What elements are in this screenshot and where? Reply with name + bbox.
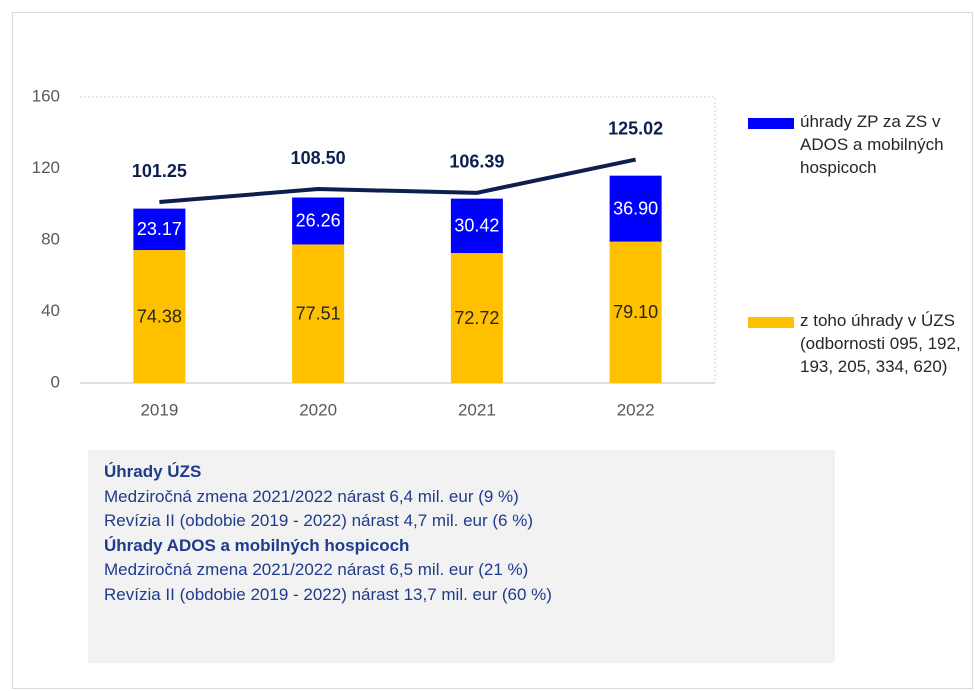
legend-swatch xyxy=(748,317,794,328)
x-tick-label: 2022 xyxy=(617,400,655,419)
line-label: 125.02 xyxy=(608,118,663,138)
line-label: 108.50 xyxy=(291,148,346,168)
bar-label: 77.51 xyxy=(296,303,341,323)
note-heading: Úhrady ÚZS xyxy=(104,462,202,481)
line-label: 101.25 xyxy=(132,161,187,181)
y-tick-label: 120 xyxy=(32,158,60,177)
note-heading: Úhrady ADOS a mobilných hospicoch xyxy=(104,535,410,555)
bar-label: 26.26 xyxy=(296,211,341,231)
bar-segment xyxy=(609,241,662,383)
bar-label: 74.38 xyxy=(137,306,182,326)
note-line: Medziročná zmena 2021/2022 nárast 6,4 mi… xyxy=(104,486,519,506)
y-tick-label: 160 xyxy=(32,86,60,105)
bar-label: 30.42 xyxy=(454,216,499,236)
bar-label: 72.72 xyxy=(454,308,499,328)
plot-frame xyxy=(80,96,716,383)
y-tick-label: 80 xyxy=(41,229,60,248)
bar-label: 36.90 xyxy=(613,198,658,218)
x-tick-label: 2021 xyxy=(458,400,496,419)
line-label: 106.39 xyxy=(449,152,504,172)
x-tick-label: 2020 xyxy=(299,400,337,419)
line xyxy=(159,157,637,205)
bar-segment xyxy=(292,197,345,245)
frame xyxy=(12,12,973,689)
bar-segment xyxy=(450,198,503,254)
note-box: Úhrady ÚZS Medziročná zmena 2021/2022 nár… xyxy=(88,450,835,663)
legend-label: úhrady ZP za ZS v ADOS a mobilných hospi… xyxy=(800,112,944,177)
bar-label: 79.10 xyxy=(613,302,658,322)
bar-segment xyxy=(292,244,345,383)
bar-segment xyxy=(450,253,503,383)
note-line: Revízia II (obdobie 2019 - 2022) nárast … xyxy=(104,584,552,604)
y-tick-label: 0 xyxy=(51,372,60,391)
bar-segment xyxy=(133,250,186,383)
x-tick-label: 2019 xyxy=(140,400,178,419)
legend-swatch xyxy=(748,118,794,129)
note-line: Medziročná zmena 2021/2022 nárast 6,5 mi… xyxy=(104,560,529,580)
note-line: Revízia II (obdobie 2019 - 2022) nárast … xyxy=(104,511,533,531)
bar-label: 23.17 xyxy=(137,219,182,239)
bar-segment xyxy=(609,175,662,242)
legend-label: z toho úhrady v ÚZS (odbornosti 095, 192… xyxy=(800,311,961,376)
y-tick-label: 40 xyxy=(41,301,60,320)
bar-segment xyxy=(133,208,186,251)
